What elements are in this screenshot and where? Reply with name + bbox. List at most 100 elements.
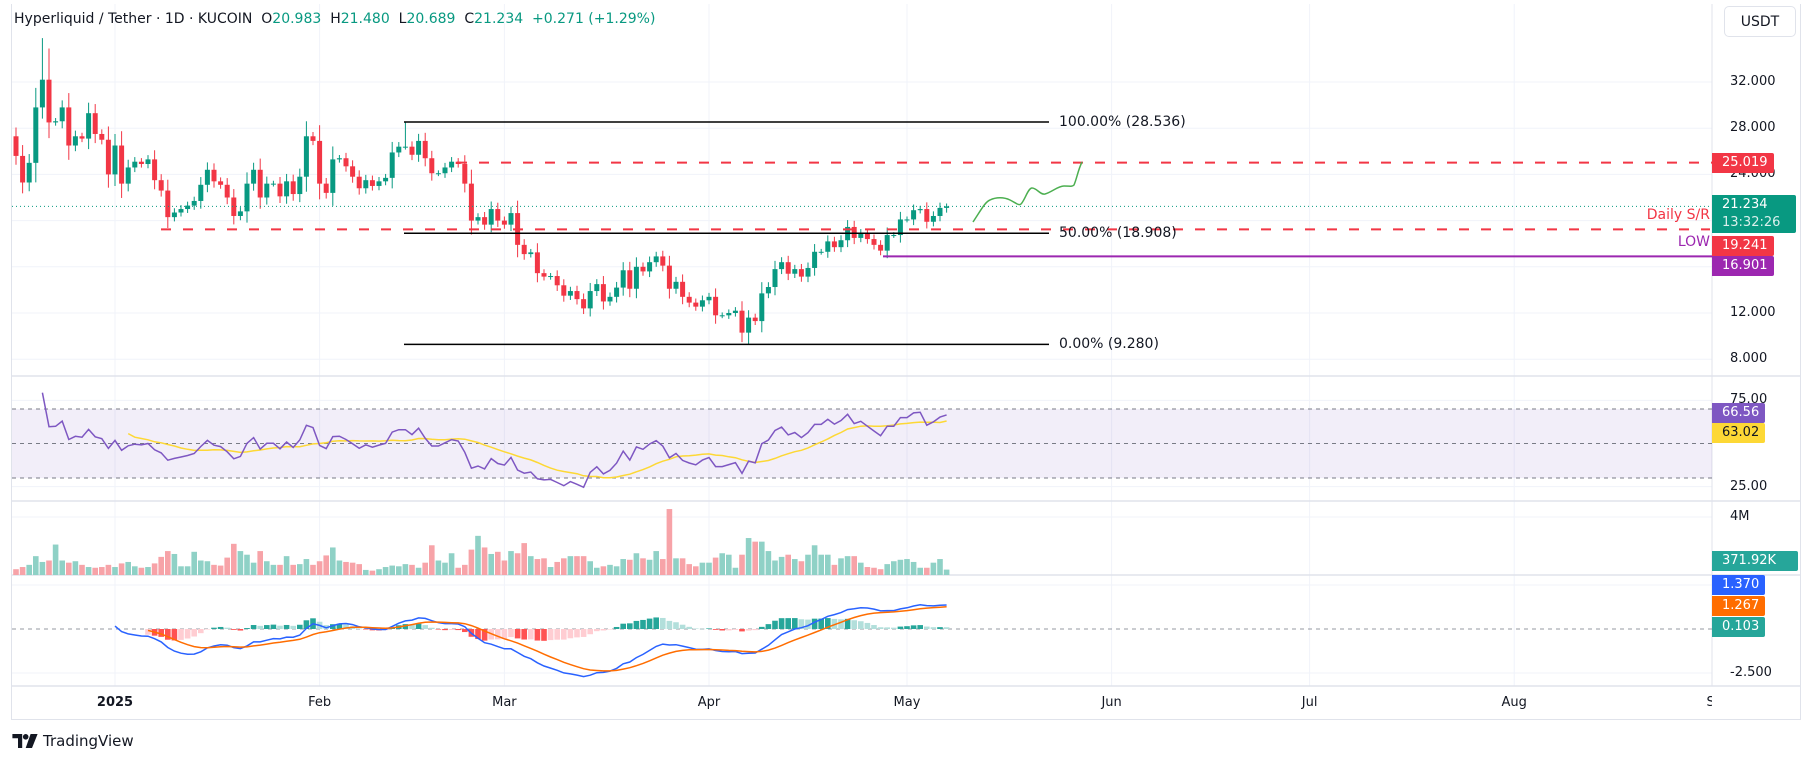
candle xyxy=(805,262,811,283)
macd-histogram-bar xyxy=(270,624,277,629)
volume-bar xyxy=(587,561,593,575)
candle xyxy=(297,168,303,203)
macd-histogram-bar xyxy=(528,629,534,640)
macd-histogram-bar xyxy=(917,625,923,629)
candle xyxy=(495,202,501,227)
macd-histogram-bar xyxy=(778,618,785,629)
candle-body xyxy=(105,139,111,175)
volume-bar xyxy=(231,543,237,575)
tradingview-logo[interactable]: TradingView xyxy=(12,732,134,750)
volume-bar xyxy=(917,567,923,575)
volume-bar xyxy=(851,556,857,575)
candle xyxy=(930,211,936,227)
candle xyxy=(72,130,78,152)
rsi-value-tag: 66.56 xyxy=(1712,402,1766,423)
candle xyxy=(561,279,567,302)
candle-body xyxy=(653,256,659,263)
macd-histogram-tag: 0.103 xyxy=(1712,617,1766,637)
rsi-axis-tick: 25.00 xyxy=(1730,478,1768,494)
volume-bar xyxy=(547,567,554,575)
candle xyxy=(640,262,646,276)
candle-body xyxy=(416,140,422,155)
candle xyxy=(673,276,679,294)
candle xyxy=(581,293,587,315)
volume-bar xyxy=(217,565,224,575)
candle xyxy=(290,174,296,201)
candle-body xyxy=(165,190,171,218)
macd-histogram-bar xyxy=(943,627,950,629)
volume-bar xyxy=(151,563,158,575)
candle xyxy=(218,177,224,189)
volume-value-tag: 371.92K xyxy=(1712,551,1798,571)
candle xyxy=(660,250,666,272)
currency-button[interactable]: USDT xyxy=(1724,6,1796,37)
bar-countdown: 13:32:26 xyxy=(1722,215,1781,231)
candle-body xyxy=(897,219,903,236)
candle-body xyxy=(198,184,204,201)
candle xyxy=(739,301,745,343)
candle-body xyxy=(746,317,752,333)
candle-body xyxy=(495,209,501,221)
candle-body xyxy=(864,233,870,240)
candle-body xyxy=(257,169,263,198)
volume-bar xyxy=(666,509,673,575)
change-value: +0.271 (+1.29%) xyxy=(532,11,656,27)
candle xyxy=(422,132,428,167)
macd-histogram-bar xyxy=(891,627,897,629)
macd-histogram-bar xyxy=(356,628,362,630)
candle-body xyxy=(739,310,745,333)
macd-histogram-bar xyxy=(561,629,567,640)
candle xyxy=(26,154,32,192)
candle xyxy=(752,313,758,326)
macd-histogram-bar xyxy=(514,629,521,639)
candle xyxy=(112,133,118,186)
candle xyxy=(462,155,468,193)
candle xyxy=(224,178,230,205)
volume-bar xyxy=(270,564,277,575)
candle-body xyxy=(13,136,19,156)
candle-body xyxy=(383,177,389,182)
candle-body xyxy=(145,159,151,165)
candle xyxy=(792,264,798,279)
candle xyxy=(376,177,382,191)
macd-histogram-bar xyxy=(158,629,164,637)
macd-histogram-bar xyxy=(633,620,640,629)
candle-body xyxy=(270,183,276,185)
candle xyxy=(482,211,488,230)
macd-histogram-bar xyxy=(620,623,626,629)
candle-body xyxy=(713,296,719,316)
volume-bar xyxy=(59,560,65,575)
candle-body xyxy=(614,287,620,297)
macd-histogram-bar xyxy=(772,620,778,629)
candle xyxy=(488,201,494,233)
candle xyxy=(284,173,290,204)
candle-body xyxy=(138,161,144,165)
candle-body xyxy=(904,219,910,221)
candle xyxy=(277,176,283,204)
volume-bar xyxy=(85,567,92,575)
candle-body xyxy=(937,207,943,216)
volume-bar xyxy=(495,551,501,575)
macd-histogram-bar xyxy=(752,629,758,631)
candle xyxy=(686,292,692,308)
candle xyxy=(204,162,210,193)
volume-bar xyxy=(607,564,613,575)
macd-histogram-bar xyxy=(429,627,435,629)
volume-bar xyxy=(508,551,514,575)
rsi-ma-line xyxy=(127,420,947,479)
candle xyxy=(818,248,824,255)
volume-bar xyxy=(752,541,758,575)
candle xyxy=(198,177,204,209)
candle xyxy=(607,292,613,306)
fib-level-label: 100.00% (28.536) xyxy=(1059,114,1186,130)
macd-histogram-bar xyxy=(184,629,191,639)
candle-body xyxy=(290,181,296,195)
candle-body xyxy=(554,276,560,286)
volume-bar xyxy=(732,567,739,575)
macd-histogram-bar xyxy=(745,629,752,631)
volume-bar xyxy=(132,566,138,575)
macd-histogram-bar xyxy=(851,620,857,629)
volume-bar xyxy=(561,558,567,575)
candle xyxy=(343,152,349,172)
